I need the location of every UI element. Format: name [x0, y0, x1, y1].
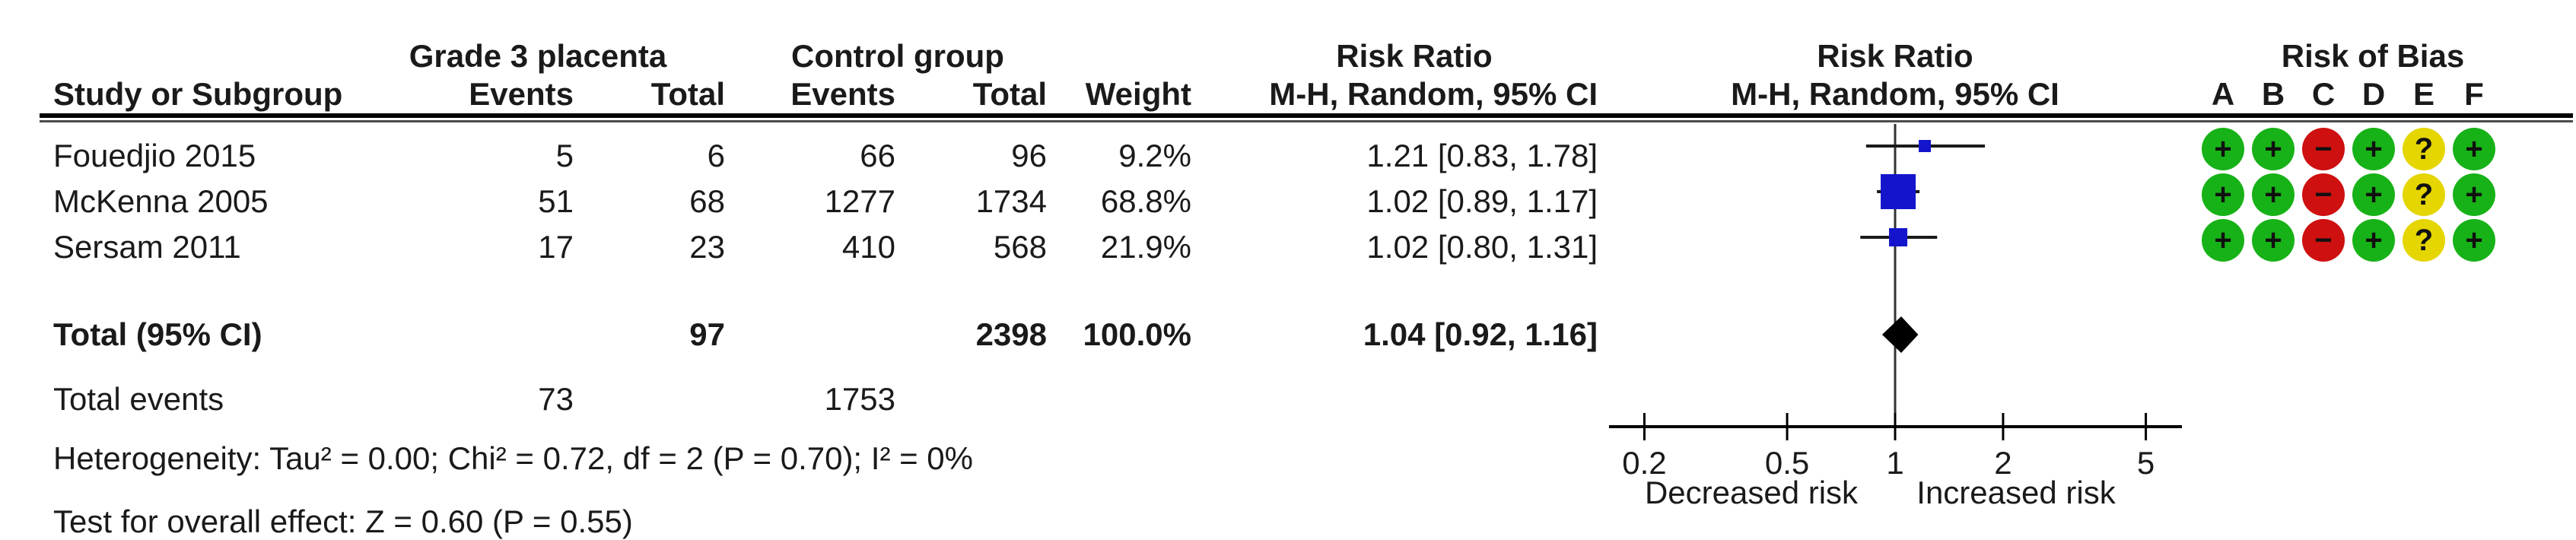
study-label: Fouedjio 2015	[53, 138, 256, 173]
study-label: McKenna 2005	[53, 183, 269, 219]
col-header-weight: Weight	[1085, 76, 1191, 112]
rob-judgement-circle-b: +	[2252, 219, 2295, 262]
weight-value: 21.9%	[1100, 229, 1191, 265]
rob-judgement-circle-a: +	[2202, 219, 2244, 262]
total-row-label: Total (95% CI)	[53, 316, 262, 352]
g3-total-value: 6	[707, 138, 725, 173]
effect-square	[1919, 140, 1932, 152]
axis-label-increased-risk: Increased risk	[1916, 475, 2116, 510]
col-header-g3-total: Total	[650, 76, 725, 112]
rob-judgement-circle-d: +	[2352, 219, 2395, 262]
rob-judgement-circle-b: +	[2252, 128, 2295, 170]
col-header-effect-ci: M-H, Random, 95% CI	[1269, 76, 1598, 112]
effect-square	[1889, 228, 1908, 246]
total-ctl-total: 2398	[975, 316, 1047, 352]
weight-value: 68.8%	[1100, 183, 1191, 219]
g3-total-value: 23	[689, 229, 725, 265]
rob-judgement-circle-d: +	[2352, 128, 2395, 170]
total-g3-total: 97	[689, 316, 725, 352]
g3-events-value: 17	[538, 229, 574, 265]
group-header-treatment: Grade 3 placenta	[409, 38, 667, 74]
col-header-ctl-events: Events	[790, 76, 895, 112]
ctl-events-value: 1277	[824, 183, 895, 219]
rob-domain-letter-d: D	[2361, 76, 2386, 112]
rob-judgement-circle-b: +	[2252, 173, 2295, 216]
rob-judgement-circle-d: +	[2352, 173, 2395, 216]
rr-ci-value: 1.02 [0.80, 1.31]	[1366, 229, 1598, 265]
plot-title: Risk Ratio	[1817, 38, 1973, 74]
rob-judgement-circle-c: −	[2302, 128, 2345, 170]
ctl-events-value: 66	[860, 138, 895, 173]
rob-judgement-circle-c: −	[2302, 173, 2345, 216]
rob-domain-letter-e: E	[2412, 76, 2434, 112]
g3-events-value: 51	[538, 183, 574, 219]
group-header-control: Control group	[791, 38, 1004, 74]
rob-domain-letter-a: A	[2211, 76, 2235, 112]
total-events-label: Total events	[53, 381, 224, 417]
rob-judgement-circle-f: +	[2453, 173, 2495, 216]
rob-judgement-circle-a: +	[2202, 128, 2244, 170]
axis-tick-label: 5	[2136, 445, 2155, 481]
rob-domain-letter-c: C	[2311, 76, 2336, 112]
header-divider-line	[40, 113, 2573, 118]
ctl-events-value: 410	[841, 229, 895, 265]
total-events-g3: 73	[538, 381, 574, 417]
rr-ci-value: 1.02 [0.89, 1.17]	[1366, 183, 1598, 219]
rob-judgement-circle-e: ?	[2403, 128, 2445, 170]
rob-judgement-circle-e: ?	[2403, 219, 2445, 262]
total-rr-ci: 1.04 [0.92, 1.16]	[1363, 316, 1598, 352]
effect-square	[1881, 174, 1916, 209]
weight-value: 9.2%	[1118, 138, 1191, 173]
axis-label-decreased-risk: Decreased risk	[1644, 475, 1859, 510]
col-header-study: Study or Subgroup	[53, 76, 343, 112]
header-divider-shadow	[40, 120, 2573, 122]
g3-total-value: 68	[689, 183, 725, 219]
rob-judgement-circle-a: +	[2202, 173, 2244, 216]
rob-domain-letter-b: B	[2261, 76, 2285, 112]
ctl-total-value: 1734	[975, 183, 1047, 219]
rob-judgement-circle-e: ?	[2403, 173, 2445, 216]
axis-tick-label: 0.5	[1764, 445, 1810, 481]
ctl-total-value: 568	[993, 229, 1047, 265]
rob-judgement-circle-f: +	[2453, 128, 2495, 170]
g3-events-value: 5	[555, 138, 574, 173]
rob-judgement-circle-c: −	[2302, 219, 2345, 262]
ctl-total-value: 96	[1011, 138, 1047, 173]
plot-subtitle: M-H, Random, 95% CI	[1731, 76, 2059, 112]
summary-diamond	[1881, 316, 1919, 353]
study-label: Sersam 2011	[53, 229, 241, 265]
total-weight: 100.0%	[1083, 316, 1191, 352]
heterogeneity-stats: Heterogeneity: Tau² = 0.00; Chi² = 0.72,…	[53, 440, 973, 476]
total-events-ctl: 1753	[824, 381, 895, 417]
axis-tick-label: 1	[1886, 445, 1904, 481]
rob-judgement-circle-f: +	[2453, 219, 2495, 262]
axis-tick-label: 0.2	[1622, 445, 1667, 481]
col-header-g3-events: Events	[469, 76, 574, 112]
risk-of-bias-title: Risk of Bias	[2281, 38, 2465, 74]
rr-ci-value: 1.21 [0.83, 1.78]	[1366, 138, 1598, 173]
rob-domain-letter-f: F	[2464, 76, 2484, 112]
effect-column-title: Risk Ratio	[1336, 38, 1493, 74]
col-header-ctl-total: Total	[972, 76, 1047, 112]
axis-tick-label: 2	[1994, 445, 2012, 481]
overall-effect-test: Test for overall effect: Z = 0.60 (P = 0…	[53, 503, 633, 539]
